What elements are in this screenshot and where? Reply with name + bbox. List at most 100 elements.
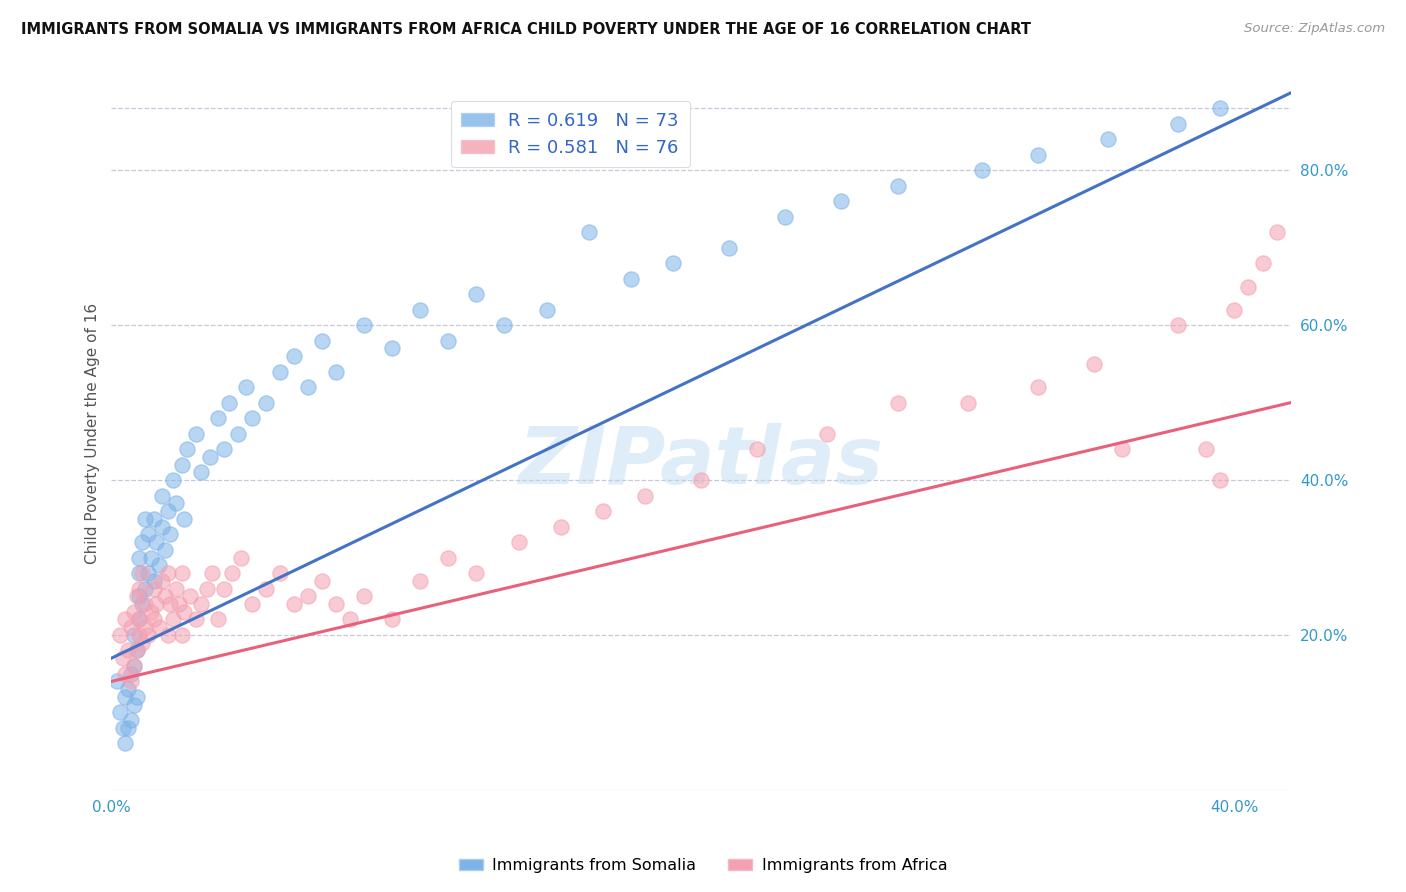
- Point: [134, 597, 156, 611]
- Point: [254, 582, 277, 596]
- Point: [128, 612, 150, 626]
- Point: [122, 698, 145, 712]
- Point: [592, 504, 614, 518]
- Point: [254, 395, 277, 409]
- Point: [108, 628, 131, 642]
- Point: [718, 241, 741, 255]
- Point: [153, 542, 176, 557]
- Point: [125, 589, 148, 603]
- Point: [325, 597, 347, 611]
- Point: [148, 558, 170, 573]
- Point: [353, 318, 375, 333]
- Point: [145, 597, 167, 611]
- Point: [136, 527, 159, 541]
- Point: [170, 458, 193, 472]
- Point: [311, 574, 333, 588]
- Point: [1223, 302, 1246, 317]
- Point: [1026, 148, 1049, 162]
- Point: [956, 395, 979, 409]
- Legend: R = 0.619   N = 73, R = 0.581   N = 76: R = 0.619 N = 73, R = 0.581 N = 76: [450, 101, 690, 168]
- Point: [353, 589, 375, 603]
- Point: [662, 256, 685, 270]
- Point: [325, 365, 347, 379]
- Point: [162, 612, 184, 626]
- Text: Source: ZipAtlas.com: Source: ZipAtlas.com: [1244, 22, 1385, 36]
- Point: [235, 380, 257, 394]
- Point: [409, 574, 432, 588]
- Point: [153, 589, 176, 603]
- Point: [136, 628, 159, 642]
- Point: [508, 535, 530, 549]
- Point: [134, 582, 156, 596]
- Point: [120, 713, 142, 727]
- Point: [122, 605, 145, 619]
- Point: [131, 566, 153, 580]
- Point: [690, 473, 713, 487]
- Point: [494, 318, 516, 333]
- Point: [128, 612, 150, 626]
- Point: [156, 628, 179, 642]
- Text: IMMIGRANTS FROM SOMALIA VS IMMIGRANTS FROM AFRICA CHILD POVERTY UNDER THE AGE OF: IMMIGRANTS FROM SOMALIA VS IMMIGRANTS FR…: [21, 22, 1031, 37]
- Point: [212, 442, 235, 457]
- Point: [176, 442, 198, 457]
- Point: [1209, 102, 1232, 116]
- Point: [125, 643, 148, 657]
- Point: [207, 411, 229, 425]
- Point: [218, 395, 240, 409]
- Point: [142, 612, 165, 626]
- Point: [128, 589, 150, 603]
- Point: [311, 334, 333, 348]
- Point: [283, 597, 305, 611]
- Point: [162, 473, 184, 487]
- Point: [145, 535, 167, 549]
- Point: [170, 628, 193, 642]
- Point: [134, 620, 156, 634]
- Point: [1265, 225, 1288, 239]
- Point: [201, 566, 224, 580]
- Point: [190, 466, 212, 480]
- Point: [120, 666, 142, 681]
- Point: [1167, 117, 1189, 131]
- Point: [381, 342, 404, 356]
- Point: [131, 597, 153, 611]
- Point: [139, 605, 162, 619]
- Point: [269, 365, 291, 379]
- Point: [184, 426, 207, 441]
- Point: [221, 566, 243, 580]
- Point: [156, 504, 179, 518]
- Point: [159, 527, 181, 541]
- Point: [198, 450, 221, 464]
- Point: [970, 163, 993, 178]
- Point: [150, 574, 173, 588]
- Point: [240, 411, 263, 425]
- Point: [125, 643, 148, 657]
- Y-axis label: Child Poverty Under the Age of 16: Child Poverty Under the Age of 16: [86, 303, 100, 565]
- Point: [578, 225, 600, 239]
- Point: [190, 597, 212, 611]
- Point: [465, 566, 488, 580]
- Point: [550, 519, 572, 533]
- Point: [105, 674, 128, 689]
- Point: [437, 334, 460, 348]
- Point: [134, 512, 156, 526]
- Point: [465, 287, 488, 301]
- Point: [212, 582, 235, 596]
- Point: [1167, 318, 1189, 333]
- Point: [179, 589, 201, 603]
- Point: [142, 574, 165, 588]
- Point: [269, 566, 291, 580]
- Point: [114, 612, 136, 626]
- Point: [409, 302, 432, 317]
- Point: [114, 736, 136, 750]
- Point: [108, 706, 131, 720]
- Point: [122, 659, 145, 673]
- Point: [114, 690, 136, 704]
- Point: [167, 597, 190, 611]
- Point: [120, 674, 142, 689]
- Point: [114, 666, 136, 681]
- Point: [159, 597, 181, 611]
- Point: [381, 612, 404, 626]
- Point: [128, 582, 150, 596]
- Point: [815, 426, 838, 441]
- Point: [634, 489, 657, 503]
